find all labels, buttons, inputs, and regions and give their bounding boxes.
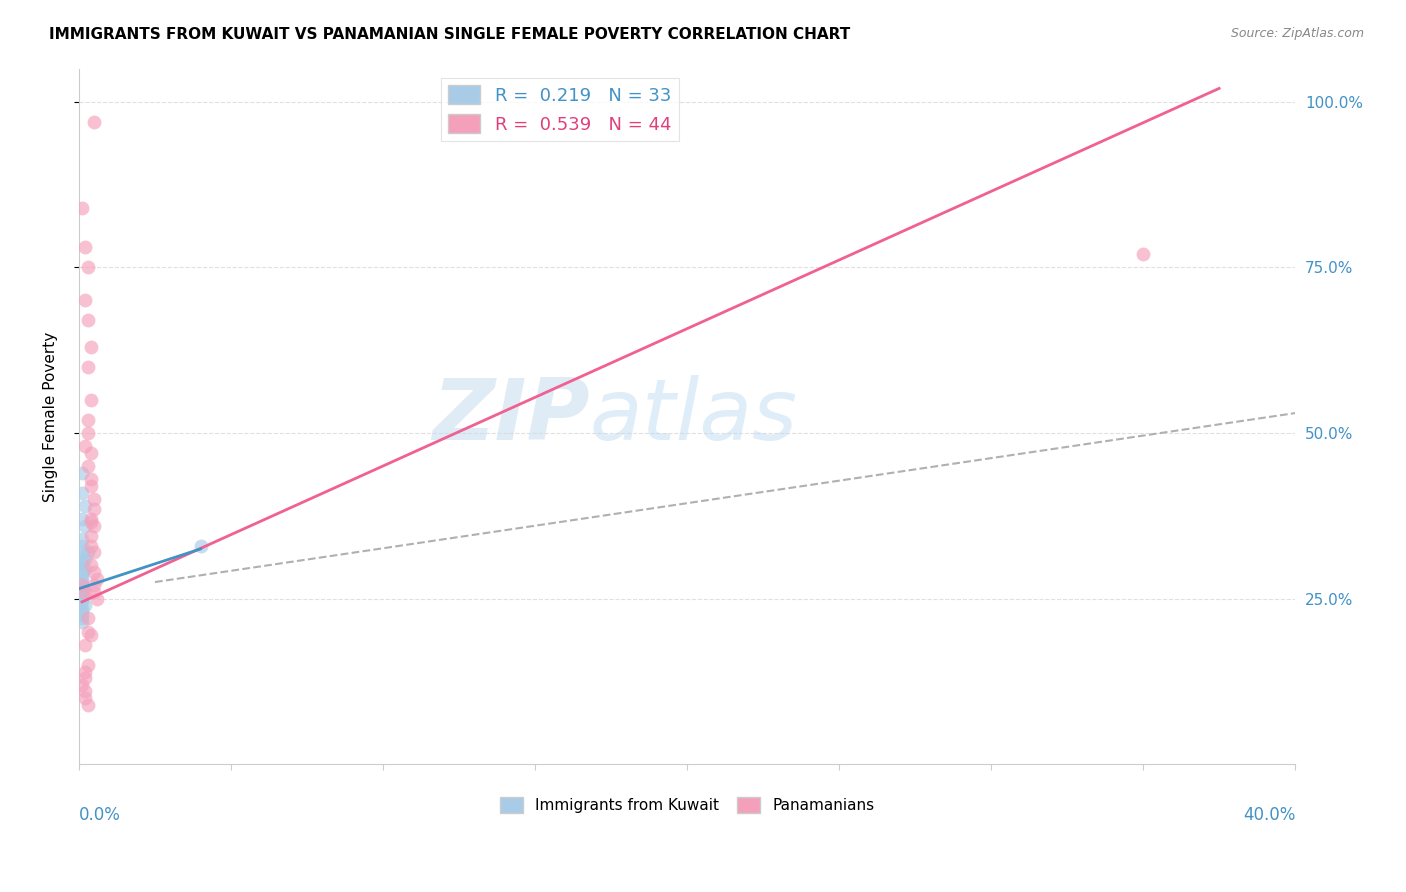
Point: [83, 492, 105, 507]
Point: [80, 539, 103, 553]
Point: [83, 585, 105, 599]
Point: [70, 601, 93, 615]
Point: [80, 628, 103, 642]
Point: [80, 446, 103, 460]
Point: [1132, 247, 1154, 261]
Point: [77, 698, 100, 712]
Point: [77, 624, 100, 639]
Point: [77, 657, 100, 672]
Point: [70, 552, 93, 566]
Point: [70, 532, 93, 546]
Point: [80, 340, 103, 354]
Point: [70, 555, 93, 569]
Point: [86, 591, 108, 606]
Point: [70, 582, 93, 596]
Point: [83, 565, 105, 579]
Point: [73, 691, 96, 706]
Point: [70, 595, 93, 609]
Text: atlas: atlas: [589, 375, 797, 458]
Text: IMMIGRANTS FROM KUWAIT VS PANAMANIAN SINGLE FEMALE POVERTY CORRELATION CHART: IMMIGRANTS FROM KUWAIT VS PANAMANIAN SIN…: [49, 27, 851, 42]
Point: [73, 599, 96, 613]
Point: [70, 512, 93, 526]
Point: [70, 591, 93, 606]
Point: [80, 516, 103, 530]
Point: [80, 392, 103, 407]
Point: [83, 114, 105, 128]
Point: [70, 608, 93, 623]
Point: [70, 466, 93, 480]
Point: [73, 684, 96, 698]
Point: [77, 425, 100, 440]
Point: [73, 671, 96, 685]
Point: [80, 472, 103, 486]
Point: [73, 518, 96, 533]
Point: [73, 293, 96, 308]
Legend: Immigrants from Kuwait, Panamanians: Immigrants from Kuwait, Panamanians: [494, 791, 880, 819]
Point: [70, 575, 93, 590]
Point: [86, 572, 108, 586]
Point: [83, 545, 105, 559]
Point: [190, 539, 212, 553]
Point: [73, 665, 96, 679]
Point: [73, 439, 96, 453]
Point: [70, 588, 93, 602]
Point: [70, 578, 93, 592]
Y-axis label: Single Female Poverty: Single Female Poverty: [44, 331, 58, 501]
Point: [70, 558, 93, 573]
Point: [70, 585, 93, 599]
Point: [77, 413, 100, 427]
Text: 40.0%: 40.0%: [1243, 806, 1295, 824]
Point: [70, 615, 93, 629]
Text: Source: ZipAtlas.com: Source: ZipAtlas.com: [1230, 27, 1364, 40]
Point: [73, 552, 96, 566]
Point: [83, 518, 105, 533]
Point: [70, 539, 93, 553]
Point: [77, 545, 100, 559]
Point: [70, 611, 93, 625]
Point: [77, 313, 100, 327]
Point: [83, 502, 105, 516]
Point: [73, 638, 96, 652]
Point: [70, 201, 93, 215]
Point: [73, 585, 96, 599]
Point: [70, 605, 93, 619]
Point: [70, 678, 93, 692]
Point: [70, 545, 93, 559]
Point: [77, 611, 100, 625]
Point: [70, 485, 93, 500]
Point: [70, 572, 93, 586]
Point: [70, 568, 93, 582]
Point: [70, 578, 93, 592]
Point: [70, 588, 93, 602]
Point: [73, 240, 96, 254]
Point: [73, 562, 96, 576]
Point: [70, 565, 93, 579]
Text: ZIP: ZIP: [432, 375, 589, 458]
Point: [80, 529, 103, 543]
Point: [83, 578, 105, 592]
Point: [77, 459, 100, 474]
Point: [80, 512, 103, 526]
Point: [80, 558, 103, 573]
Point: [80, 479, 103, 493]
Point: [73, 499, 96, 513]
Point: [77, 260, 100, 275]
Point: [70, 582, 93, 596]
Point: [77, 359, 100, 374]
Text: 0.0%: 0.0%: [79, 806, 121, 824]
